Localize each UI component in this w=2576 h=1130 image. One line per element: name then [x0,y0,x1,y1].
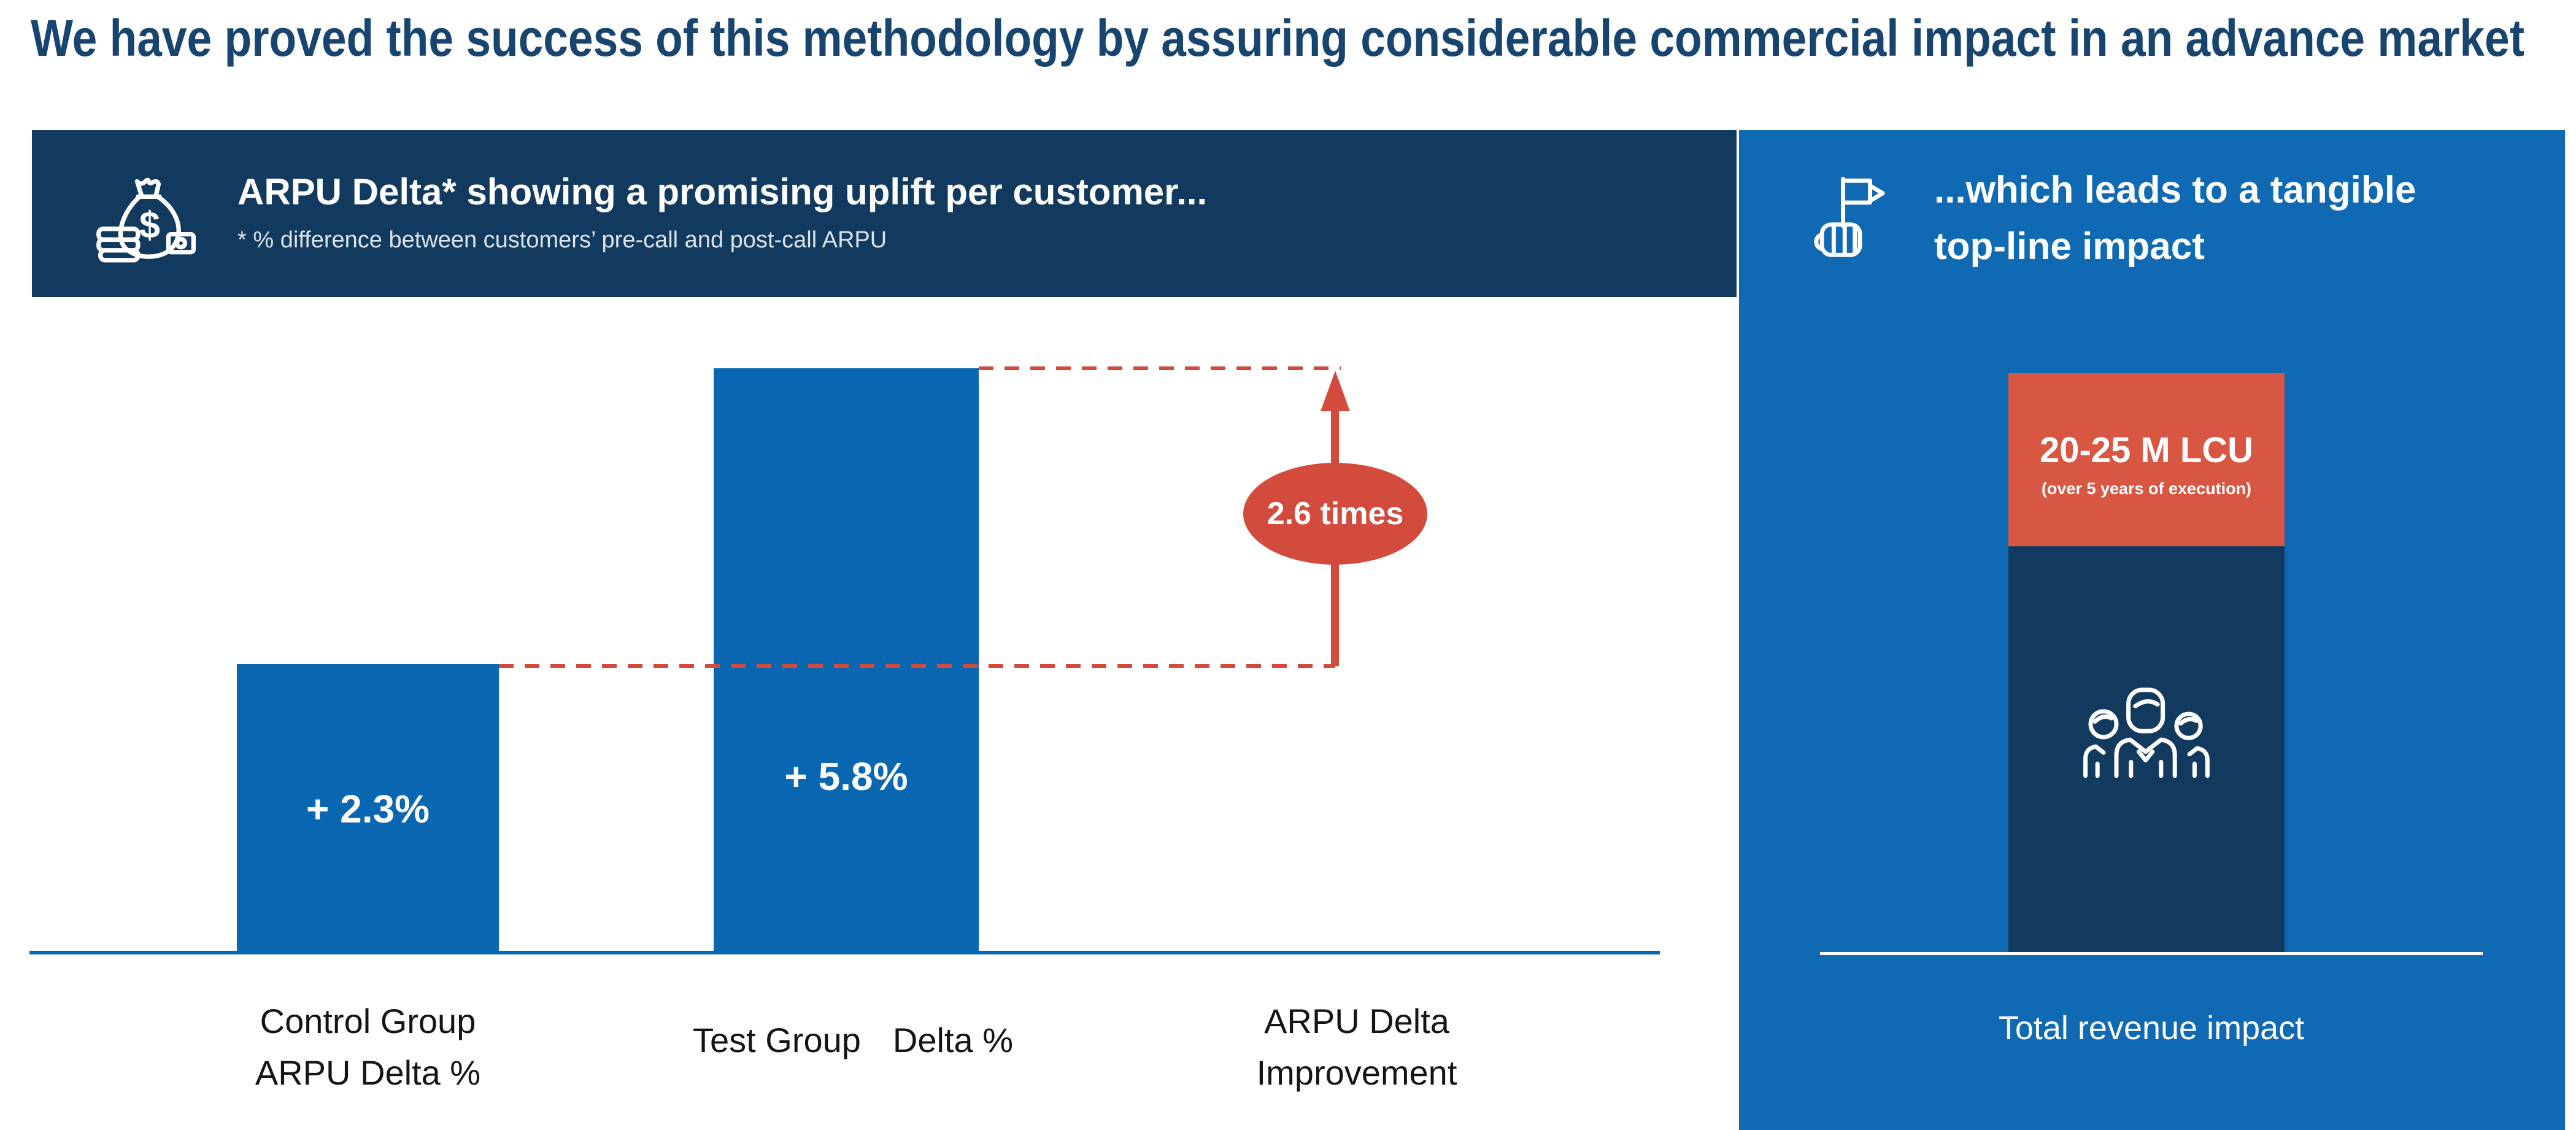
dashed-guide-test-group-level [979,366,1341,370]
xlabel-test-group-part1: Test Group [693,1021,861,1059]
people-group-icon [2082,681,2211,783]
xlabel-control-group: Control Group ARPU Delta % [237,996,499,1099]
revenue-impact-bar: 20-25 M LCU (over 5 years of execution) [2008,373,2285,953]
left-header-band: $ ARPU Delta* showing a promising uplift… [32,130,1737,297]
right-chart-baseline [1820,952,2483,955]
slide-title: We have proved the success of this metho… [31,9,2525,67]
xlabel-control-group-line1: Control Group [260,1002,476,1040]
xlabel-improvement-line1: ARPU Delta [1264,1002,1449,1040]
money-bag-icon: $ [93,161,201,268]
left-band-title: ARPU Delta* showing a promising uplift p… [237,171,1208,212]
control-group-bar: + 2.3% [237,664,499,953]
improvement-arrow-head [1321,371,1350,411]
xlabel-test-group: Test Group Delta % [690,1020,1016,1060]
revenue-impact-bar-bottom-segment [2008,546,2285,953]
hand-holding-flag-icon [1799,166,1900,273]
xlabel-improvement-line2: Improvement [1256,1053,1457,1092]
xlabel-arpu-delta-improvement: ARPU Delta Improvement [1225,996,1489,1099]
revenue-impact-bar-top-segment: 20-25 M LCU (over 5 years of execution) [2008,373,2285,546]
right-panel-title-line2: top-line impact [1934,225,2205,268]
right-panel-title-line1: ...which leads to a tangible [1934,169,2416,211]
test-group-value: + 5.8% [784,754,908,799]
revenue-impact-value: 20-25 M LCU [2039,430,2254,470]
xlabel-control-group-line2: ARPU Delta % [255,1053,481,1092]
right-impact-panel: ...which leads to a tangible top-line im… [1739,130,2565,1130]
left-chart-baseline [29,951,1660,954]
test-group-bar: + 5.8% [714,368,979,953]
xlabel-test-group-part2: Delta % [892,1021,1013,1059]
improvement-ratio-badge: 2.6 times [1243,463,1427,565]
left-band-footnote: * % difference between customers’ pre-ca… [237,227,887,253]
improvement-ratio-label: 2.6 times [1267,496,1404,532]
xlabel-total-revenue-impact: Total revenue impact [1998,1010,2305,1047]
svg-text:$: $ [139,204,160,246]
control-group-value: + 2.3% [306,786,430,831]
dashed-guide-control-group-level [499,664,1335,668]
right-panel-title: ...which leads to a tangible top-line im… [1934,162,2416,275]
revenue-impact-note: (over 5 years of execution) [2041,479,2252,498]
